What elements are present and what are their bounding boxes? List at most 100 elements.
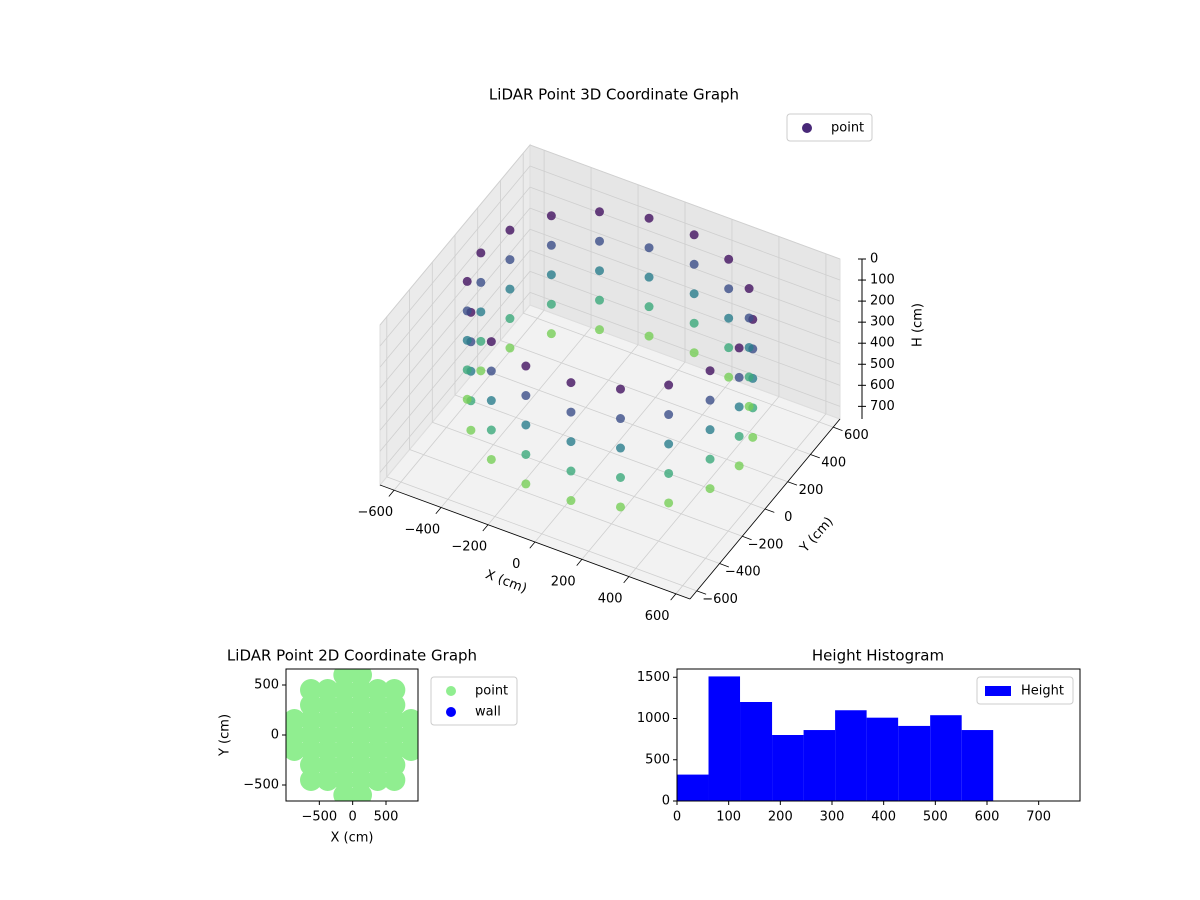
point (546, 211, 556, 221)
y-tick-label: 0 (784, 510, 792, 525)
x-tick-label: 400 (871, 810, 896, 825)
point (546, 240, 556, 250)
point (466, 425, 476, 435)
tick-mark (719, 563, 729, 568)
point (566, 466, 576, 476)
x-tick-label: −600 (357, 505, 393, 520)
grid-line (529, 249, 841, 365)
point (689, 289, 699, 299)
point (476, 248, 486, 258)
point (505, 343, 515, 353)
grid-line (379, 271, 531, 452)
bar (677, 774, 709, 801)
point (462, 276, 472, 286)
point (595, 266, 605, 276)
point (644, 213, 654, 223)
grid-line (529, 165, 841, 281)
z-tick-label: 200 (870, 294, 895, 309)
point (521, 420, 531, 430)
y-tick-label: 200 (799, 483, 824, 498)
point (486, 425, 496, 435)
point (521, 391, 531, 401)
point (744, 284, 754, 294)
x-tick-label: 300 (820, 810, 845, 825)
point (566, 496, 576, 506)
y-tick-label: −500 (243, 778, 279, 793)
bar (772, 735, 804, 801)
grid-line (529, 270, 841, 386)
y-tick-label: 0 (662, 794, 670, 809)
point (595, 236, 605, 246)
bar (835, 710, 867, 801)
grid-line (379, 144, 531, 326)
legend-box (976, 676, 1074, 705)
grid-line (529, 186, 841, 302)
z-tick-label: 100 (870, 273, 895, 288)
point (505, 284, 515, 294)
point (644, 302, 654, 312)
point (546, 299, 556, 309)
point (734, 372, 744, 382)
chart-title: LiDAR Point 3D Coordinate Graph (489, 86, 739, 104)
grid-line (386, 476, 697, 592)
x-tick-label: 400 (598, 592, 623, 607)
bar (961, 730, 994, 801)
point (705, 484, 715, 494)
tick-mark (576, 559, 583, 566)
point (744, 372, 754, 382)
y-tick-label: 1000 (637, 711, 670, 726)
point (689, 259, 699, 269)
grid-line (500, 340, 811, 455)
y-tick-label: 1500 (637, 670, 670, 685)
point (748, 432, 758, 442)
point (744, 401, 754, 411)
x-tick-label: −400 (404, 522, 440, 537)
point (705, 425, 715, 435)
x-tick-label: 0 (349, 810, 357, 825)
point (505, 255, 515, 265)
tick-mark (388, 489, 395, 497)
point (664, 498, 674, 508)
grid-line (379, 186, 531, 368)
point (476, 366, 486, 376)
grid-line (529, 144, 841, 260)
x-tick-label: 200 (768, 810, 793, 825)
point (462, 365, 472, 375)
legend-label: Height (1021, 684, 1064, 699)
point (521, 361, 531, 371)
point (486, 454, 496, 464)
x-tick-label: 500 (374, 810, 399, 825)
y-tick-label: 500 (645, 752, 670, 767)
z-tick-label: 700 (870, 399, 895, 414)
tick-mark (435, 507, 442, 515)
legend-marker (446, 686, 456, 696)
y-tick-label: −200 (748, 537, 784, 552)
point (664, 468, 674, 478)
bar (930, 715, 962, 801)
axes-frame (676, 668, 1081, 802)
point (462, 394, 472, 404)
legend-marker (446, 707, 456, 717)
bar (740, 702, 773, 801)
tick-mark (742, 535, 752, 541)
grid-line (529, 291, 841, 407)
tick-mark (696, 590, 707, 595)
bar (866, 717, 899, 801)
point (383, 679, 406, 701)
point (546, 329, 556, 339)
legend-label: point (831, 121, 864, 136)
point (521, 479, 531, 489)
grid-line (529, 228, 841, 344)
x-tick-label: 500 (923, 810, 948, 825)
point (505, 314, 515, 324)
point (546, 270, 556, 280)
grid-line (379, 250, 531, 431)
y-axis-line (689, 418, 841, 600)
y-tick-label: 600 (844, 428, 869, 443)
y-axis-label: Y (cm) (218, 714, 233, 757)
bar (708, 676, 741, 801)
x-axis-label: X (cm) (331, 831, 374, 846)
legend-label: point (475, 684, 508, 699)
point (744, 313, 754, 323)
